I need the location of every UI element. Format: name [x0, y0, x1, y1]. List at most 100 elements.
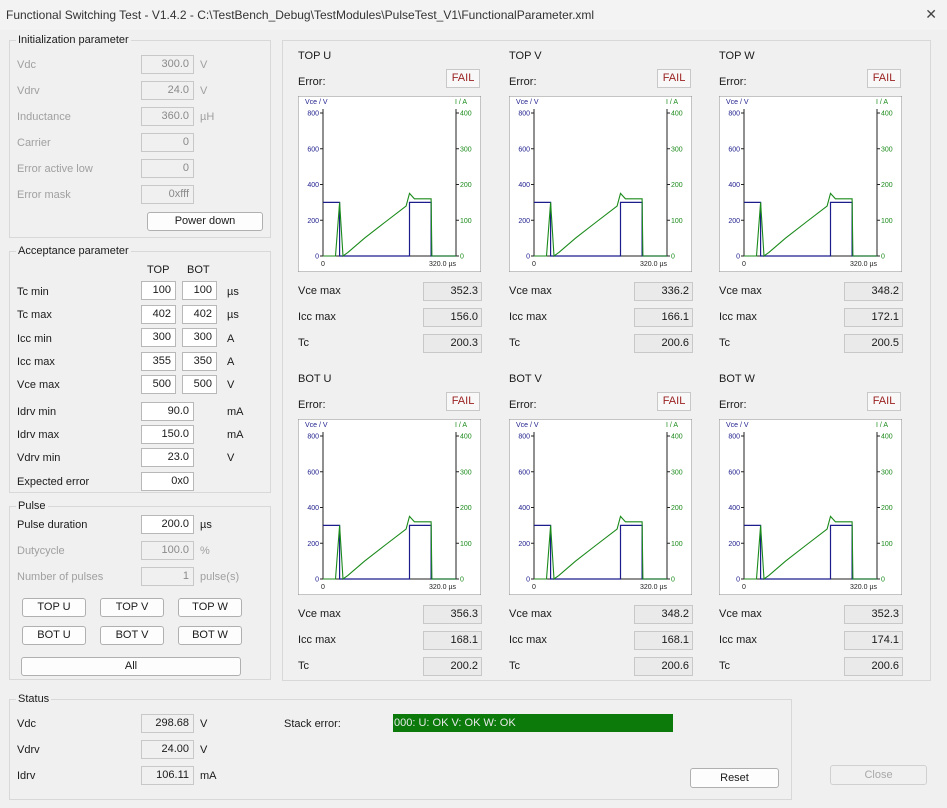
icc-max-value: 168.1 — [634, 631, 693, 650]
result-cell: TOP W Error: FAIL Vce / V I / A 800 600 400 200 0… — [719, 50, 919, 353]
right-axis-label: I / A — [666, 99, 678, 106]
status-idrv-field: 106.11 — [141, 766, 194, 785]
icc-max-bot-field[interactable]: 350 — [182, 352, 217, 371]
idrv-min-label: Idrv min — [17, 406, 57, 418]
init-inductance-field[interactable]: 360.0 — [141, 107, 194, 126]
right-tick-label: 100 — [460, 541, 472, 548]
vce-max-value: 336.2 — [634, 282, 693, 301]
vce-max-top-field[interactable]: 500 — [141, 375, 176, 394]
init-error-mask-field[interactable]: 0xfff — [141, 185, 194, 204]
icc-max-top-field[interactable]: 355 — [141, 352, 176, 371]
vce-max-label: Vce max — [719, 608, 762, 620]
pulse-duration-field[interactable]: 200.0 — [141, 515, 194, 534]
plot-background — [719, 419, 902, 595]
icc-max-value: 174.1 — [844, 631, 903, 650]
result-title: BOT W — [719, 373, 755, 385]
right-axis-label: I / A — [876, 422, 888, 429]
idrv-max-field[interactable]: 150.0 — [141, 425, 194, 444]
result-title: BOT U — [298, 373, 332, 385]
tc-max-bot-field[interactable]: 402 — [182, 305, 217, 324]
init-carrier-field[interactable]: 0 — [141, 133, 194, 152]
current-trace — [744, 515, 877, 581]
error-label: Error: — [509, 76, 537, 88]
init-carrier-label: Carrier — [17, 137, 51, 149]
pulse-top-v-button[interactable]: TOP V — [100, 598, 164, 617]
tc-max-label: Tc max — [17, 309, 52, 321]
status-vdc-label: Vdc — [17, 718, 36, 730]
x-start-label: 0 — [742, 584, 746, 591]
x-start-label: 0 — [321, 261, 325, 268]
close-icon[interactable]: ✕ — [925, 6, 937, 22]
vce-trace — [744, 524, 877, 580]
icc-max-label: Icc max — [17, 356, 55, 368]
status-group: Status — [9, 693, 792, 800]
init-vdrv-label: Vdrv — [17, 85, 40, 97]
tc-min-bot-field[interactable]: 100 — [182, 281, 217, 300]
vce-max-bot-field[interactable]: 500 — [182, 375, 217, 394]
right-tick-label: 0 — [460, 577, 464, 584]
left-tick-label: 800 — [518, 434, 530, 441]
pulse-top-u-button[interactable]: TOP U — [22, 598, 86, 617]
right-tick-label: 200 — [460, 182, 472, 189]
pulse-bot-w-button[interactable]: BOT W — [178, 626, 242, 645]
fail-indicator: FAIL — [867, 69, 901, 88]
current-trace — [323, 515, 456, 581]
x-end-label: 320.0 µs — [640, 584, 667, 591]
left-tick-label: 0 — [736, 577, 740, 584]
right-tick-label: 0 — [671, 254, 675, 261]
vdrv-min-field[interactable]: 23.0 — [141, 448, 194, 467]
init-vdc-field[interactable]: 300.0 — [141, 55, 194, 74]
accept-col-top: TOP — [147, 264, 170, 276]
left-tick-label: 400 — [307, 182, 319, 189]
idrv-min-field[interactable]: 90.0 — [141, 402, 194, 421]
pulse-top-w-button[interactable]: TOP W — [178, 598, 242, 617]
left-tick-label: 200 — [307, 541, 319, 548]
expected-error-field[interactable]: 0x0 — [141, 472, 194, 491]
power-down-button[interactable]: Power down — [147, 212, 263, 231]
pulse-all-button[interactable]: All — [21, 657, 241, 676]
result-cell: TOP U Error: FAIL Vce / V I / A 800 600 400 200 0… — [298, 50, 498, 353]
num-pulses-unit: pulse(s) — [200, 571, 240, 583]
init-vdrv-field[interactable]: 24.0 — [141, 81, 194, 100]
tc-max-top-field[interactable]: 402 — [141, 305, 176, 324]
right-axis-label: I / A — [455, 422, 467, 429]
dutycycle-unit: % — [200, 545, 210, 557]
vdrv-min-unit: V — [227, 452, 235, 464]
x-end-label: 320.0 µs — [850, 584, 877, 591]
right-tick-label: 100 — [671, 541, 683, 548]
status-vdrv-field: 24.00 — [141, 740, 194, 759]
icc-min-top-field[interactable]: 300 — [141, 328, 176, 347]
left-axis-label: Vce / V — [516, 99, 539, 106]
plot-background — [509, 96, 692, 272]
left-axis-label: Vce / V — [305, 422, 328, 429]
pulse-duration-label: Pulse duration — [17, 519, 88, 531]
icc-min-bot-field[interactable]: 300 — [182, 328, 217, 347]
plot-background — [509, 419, 692, 595]
tc-min-label: Tc min — [17, 286, 49, 298]
num-pulses-field[interactable]: 1 — [141, 567, 194, 586]
pulse-bot-v-button[interactable]: BOT V — [100, 626, 164, 645]
status-vdc-field: 298.68 — [141, 714, 194, 733]
tc-value: 200.6 — [634, 657, 693, 676]
tc-min-top-field[interactable]: 100 — [141, 281, 176, 300]
left-tick-label: 800 — [518, 111, 530, 118]
init-error-active-low-field[interactable]: 0 — [141, 159, 194, 178]
pulse-bot-u-button[interactable]: BOT U — [22, 626, 86, 645]
right-tick-label: 200 — [671, 505, 683, 512]
right-tick-label: 400 — [460, 111, 472, 118]
tc-value: 200.6 — [634, 334, 693, 353]
left-tick-label: 800 — [728, 434, 740, 441]
dutycycle-field[interactable]: 100.0 — [141, 541, 194, 560]
close-button[interactable]: Close — [830, 765, 927, 785]
left-tick-label: 0 — [736, 254, 740, 261]
title-bar: Functional Switching Test - V1.4.2 - C:\… — [0, 0, 947, 30]
init-inductance-label: Inductance — [17, 111, 71, 123]
status-idrv-label: Idrv — [17, 770, 36, 782]
current-trace — [323, 192, 456, 258]
left-axis-label: Vce / V — [305, 99, 328, 106]
left-tick-label: 200 — [728, 541, 740, 548]
reset-button[interactable]: Reset — [690, 768, 779, 788]
left-tick-label: 200 — [728, 218, 740, 225]
tc-label: Tc — [298, 660, 309, 672]
result-title: TOP W — [719, 50, 755, 62]
